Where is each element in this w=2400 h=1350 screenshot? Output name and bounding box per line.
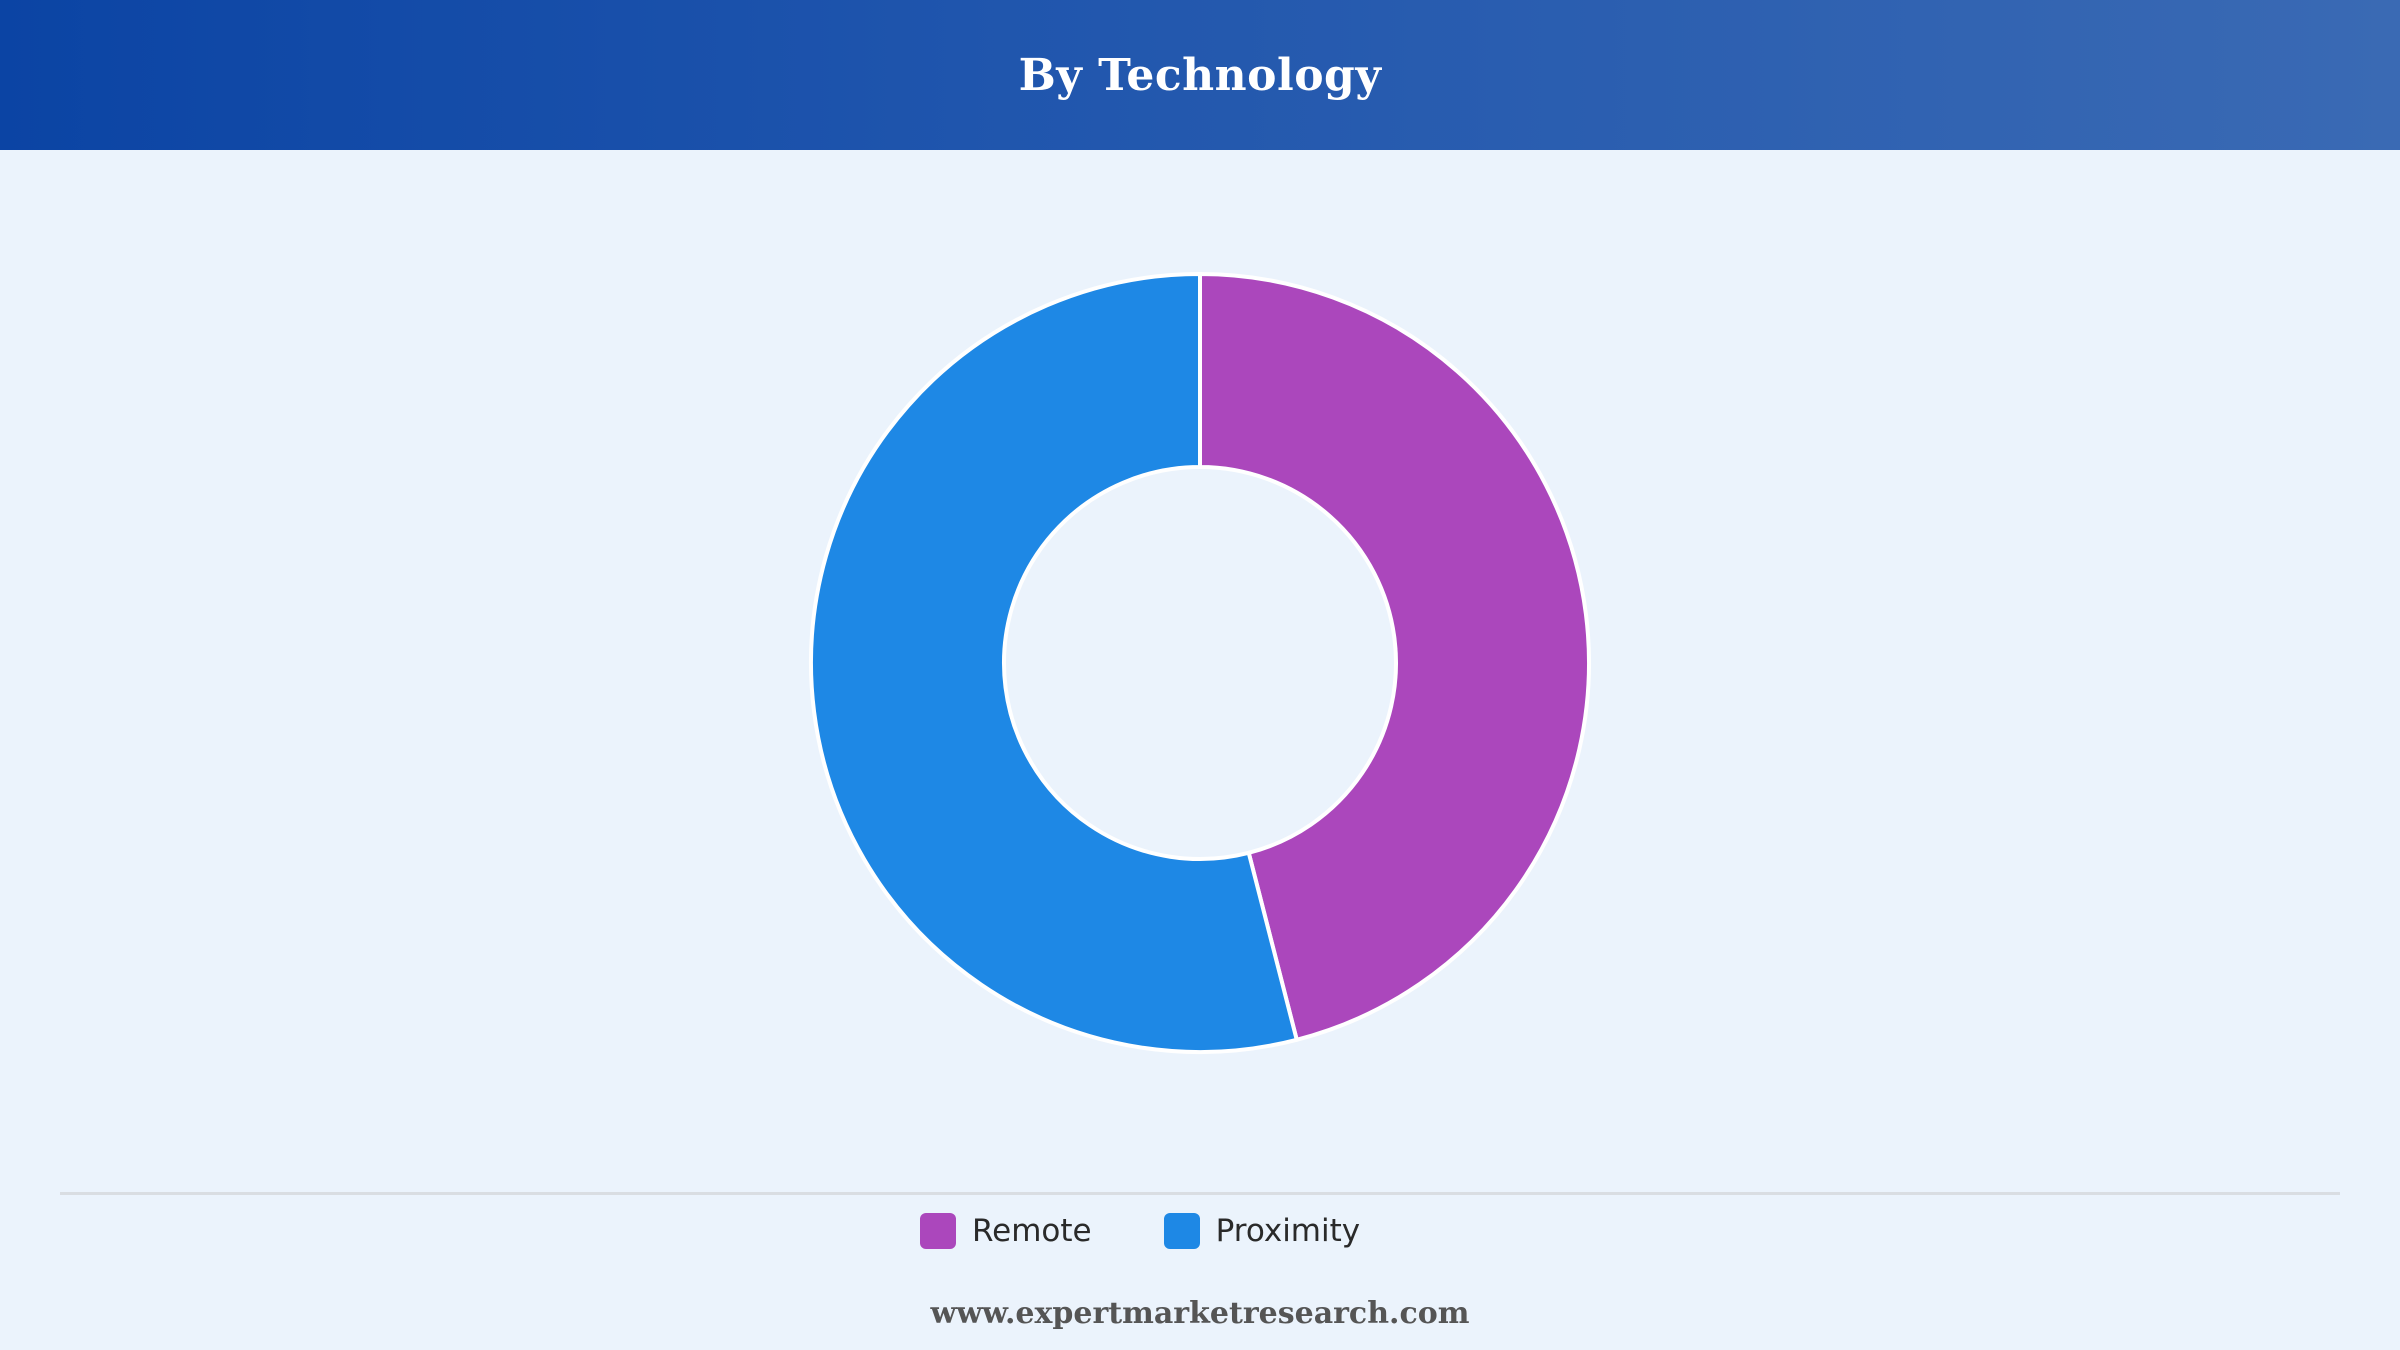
donut-slice-remote[interactable]	[1198, 272, 1591, 1042]
legend-item-remote[interactable]: Remote	[920, 1213, 1092, 1249]
donut-slice-proximity[interactable]	[809, 272, 1299, 1054]
legend-label-remote: Remote	[972, 1213, 1092, 1249]
legend-item-proximity[interactable]: Proximity	[1163, 1213, 1361, 1249]
chart-area	[0, 150, 2400, 1190]
chart-header: By Technology	[0, 0, 2400, 150]
legend-divider	[60, 1192, 2340, 1195]
legend-swatch-proximity	[1163, 1213, 1200, 1249]
legend-swatch-remote	[920, 1213, 956, 1249]
chart-legend: Remote Proximity	[0, 1208, 2400, 1254]
legend-label-proximity: Proximity	[1215, 1213, 1361, 1249]
donut-chart	[809, 272, 1591, 1054]
source-website: www.expertmarketresearch.com	[930, 1296, 1470, 1331]
chart-title: By Technology	[1018, 49, 1382, 101]
